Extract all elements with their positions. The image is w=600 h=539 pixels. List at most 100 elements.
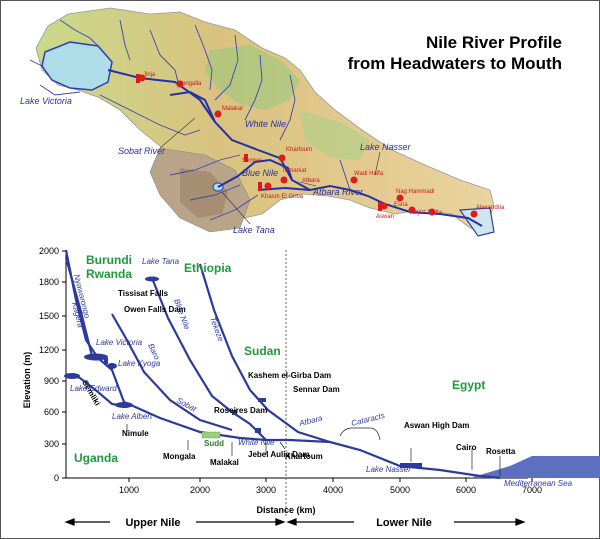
tributary [214,34,239,101]
x-tick-label: 2000 [190,485,210,495]
y-tick-label: 2000 [39,246,59,256]
country-rwanda: Rwanda [86,267,132,281]
x-tick-label: 4000 [323,485,343,495]
map-label-sobat-river: Sobat River [118,146,166,156]
profile-owen-falls-marker [104,358,108,364]
station-dot [428,208,436,216]
profile-sennar-dam-label: Sennar Dam [293,385,340,394]
profile-roseires-marker [232,410,237,415]
map-label-white-nile: White Nile [245,119,286,129]
map-station-label: Malakal [222,106,243,112]
y-axis-ticks [62,250,66,479]
profile-jebel-aulia-label: Jebel Aulia Dam [248,450,310,459]
y-tick-label: 600 [44,407,59,417]
station-bar [258,182,262,191]
station-bar [136,74,140,83]
station-dot [380,202,388,210]
map-station-label: Atbara [302,178,320,184]
x-axis-title: Distance (km) [256,505,315,515]
station-bar [244,154,248,162]
figure-title: Nile River Profile from Headwaters to Mo… [348,32,562,74]
station-bars [136,74,382,211]
profile-kashem-label: Kashem el-Girba Dam [248,371,331,380]
map-station-label: Aswan [376,214,394,220]
pointer-line [279,441,286,450]
tributary-network [29,19,351,221]
y-tick-label: 1500 [39,311,59,321]
profile-cataracts-label: Cataracts [350,411,385,428]
y-tick-label: 300 [44,439,59,449]
upper-nile-arrowhead-left [64,518,75,526]
tributary [119,19,131,61]
profile-baro [111,313,233,432]
tributary [244,54,263,121]
map-station-label: Asyut [410,210,425,216]
leader-line [299,181,317,187]
profile-river-label: Blue Nile [172,298,192,332]
profile-lake-tana [145,276,159,282]
profile-aswan-label: Aswan High Dam [404,421,469,430]
profile-lake-victoria-label: Lake Victoria [96,338,143,347]
x-axis-ticks [128,478,533,482]
tributary [209,194,259,221]
station-dot [408,206,416,214]
profile-sennar-marker [255,428,261,433]
y-tick-label: 900 [44,376,59,386]
profile-med-sea-label: Mediterranean Sea [504,479,573,488]
station-dot [280,176,288,184]
highland-green-zone-2 [300,110,370,160]
profile-owen-falls-label: Owen Falls Dam [124,305,186,314]
station-dot [264,182,272,190]
white-nile-course [107,69,483,227]
profile-tissisat-label: Tissisat Falls [118,289,169,298]
sudd-swamp-pattern [201,431,221,439]
tributary [194,24,213,91]
country-sudan: Sudan [244,344,281,358]
upper-nile-arrowhead-right [275,518,286,526]
profile-lake-edward-label: Lake Edward [70,384,117,393]
lower-nile-label: Lower Nile [376,517,432,529]
leader-line [159,117,196,149]
y-tick-label: 0 [54,473,59,483]
profile-rosetta-label: Rosetta [486,447,516,456]
profile-river-label: White Nile [238,438,275,447]
cataracts-brace [339,427,381,441]
lake-victoria-shape [41,41,113,91]
map-station-label: Esna [394,202,408,208]
tributary [99,94,201,136]
map-station-label: Tamaniat [282,168,307,174]
profile-lake-victoria [84,353,108,361]
profile-lake-nasser-label: Lake Nasser [366,465,411,474]
x-tick-label: 5000 [390,485,410,495]
station-dot [350,176,358,184]
y-tick-label: 1200 [39,345,59,355]
profile-river-label: Tekeze [208,316,225,344]
station-bar [378,202,382,211]
sobat-course [169,90,216,123]
profile-lake-edward [64,373,80,379]
lower-nile-arrowhead-right [515,518,526,526]
tributary [59,19,101,49]
x-tick-label: 6000 [456,485,476,495]
profile-sudd-label: Sudd [204,439,224,448]
ethiopian-highlands-peak [180,168,228,218]
profile-lake-tana-label: Lake Tana [142,257,180,266]
map-station-label: Nag Hammadi [396,189,434,195]
x-tick-label: 3000 [256,485,276,495]
profile-mongala-label: Mongala [163,452,196,461]
station-dot [470,210,478,218]
profile-malakal-label: Malakal [210,458,239,467]
profile-chart: 2000 1800 1500 1200 900 600 300 0 1000 2… [22,246,600,529]
blue-nile-course [217,158,293,188]
map-station-label: Sennar [242,158,261,164]
tributary [339,159,351,191]
tributary [39,84,81,96]
map-label-lake-tana: Lake Tana [233,225,275,235]
country-burundi: Burundi [86,253,132,267]
y-axis-title: Elevation (m) [22,352,32,409]
profile-lake-albert-label: Lake Albert [112,412,153,421]
map-station-label: Delta [428,210,443,216]
profile-lake-albert [115,402,133,408]
profile-lake-nasser-bar [400,463,422,468]
